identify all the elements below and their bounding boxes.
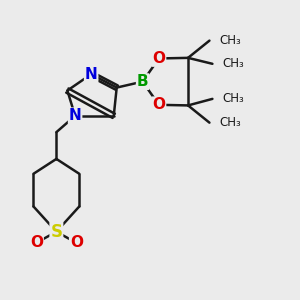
Text: CH₃: CH₃ [220,116,242,129]
Text: CH₃: CH₃ [220,34,242,47]
Text: B: B [137,74,148,89]
Text: O: O [70,235,83,250]
Text: O: O [30,235,43,250]
Text: O: O [152,97,165,112]
Text: S: S [50,223,62,241]
Text: N: N [85,67,98,82]
Text: O: O [152,51,165,66]
Text: CH₃: CH₃ [223,92,244,105]
Text: N: N [69,108,82,123]
Text: CH₃: CH₃ [223,57,244,70]
